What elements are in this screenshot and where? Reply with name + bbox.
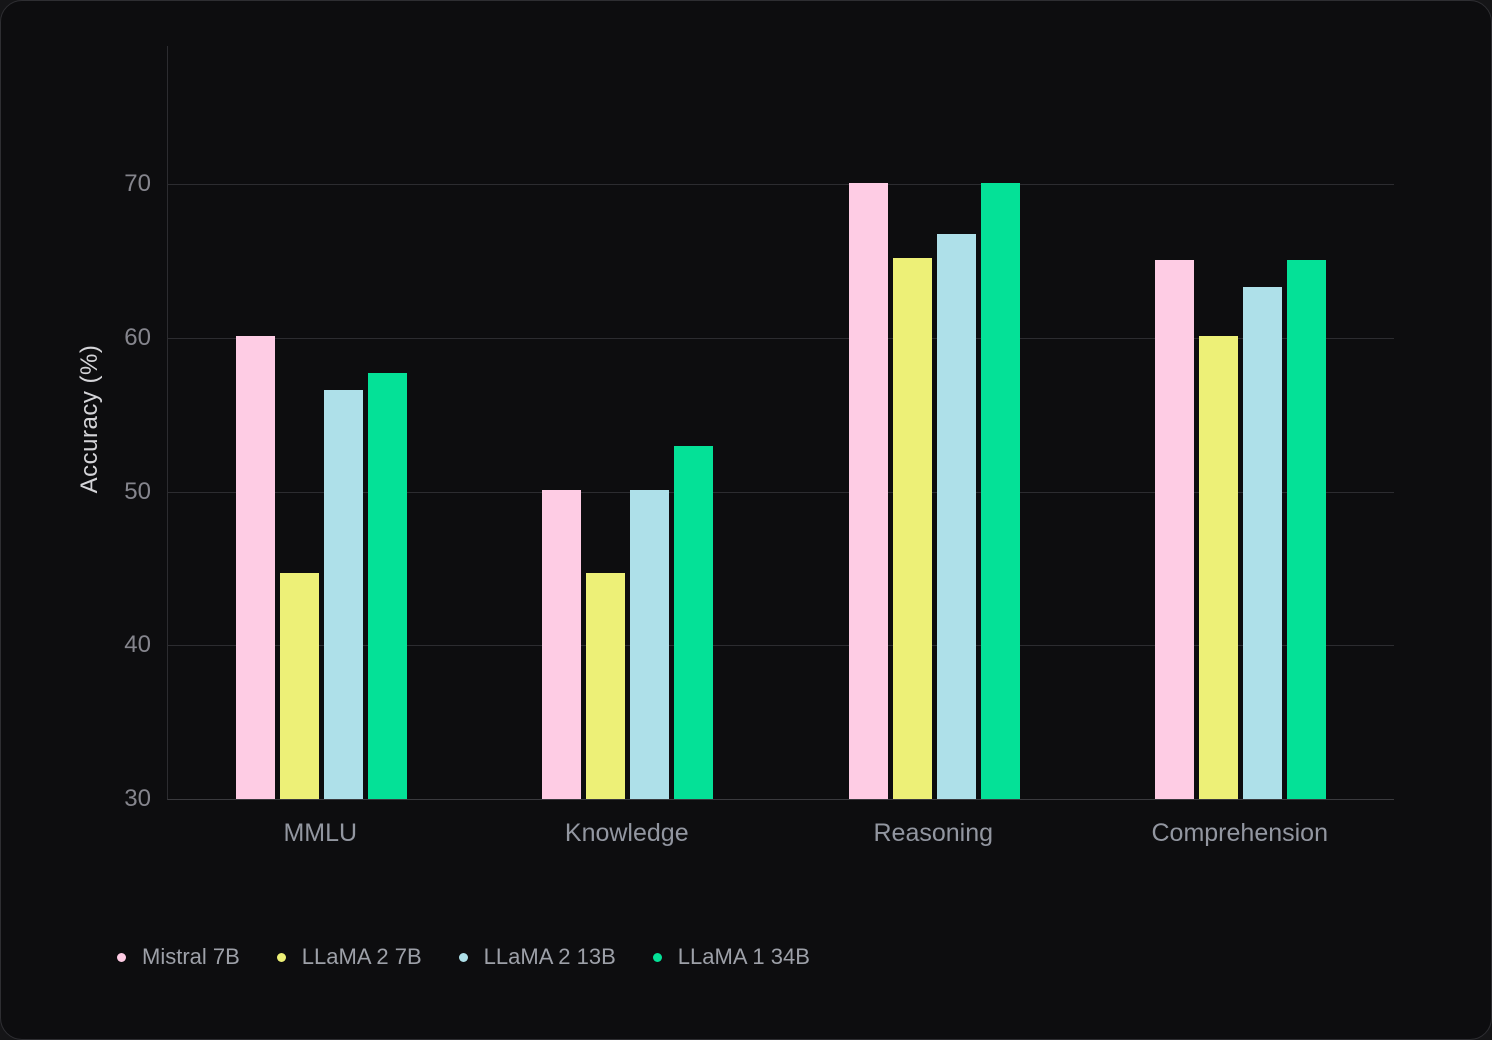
- gridline: [168, 184, 1394, 186]
- x-category-label: Knowledge: [564, 819, 689, 847]
- bar-groups: [168, 46, 1394, 799]
- x-axis-labels: MMLU Knowledge Reasoning Comprehension: [167, 819, 1393, 848]
- gridline: [168, 337, 1394, 339]
- x-category-label: MMLU: [283, 819, 358, 847]
- bar-group-comprehension: [1088, 46, 1395, 799]
- bar-cluster: [542, 445, 714, 799]
- bar-mistral-7b: [1155, 259, 1195, 799]
- legend-item-mistral-7b: Mistral 7B: [117, 944, 240, 970]
- legend-item-llama-2-7b: LLaMA 2 7B: [276, 944, 422, 970]
- bar-group-mmlu: [168, 46, 475, 799]
- bar-group-reasoning: [781, 46, 1088, 799]
- x-category-label: Reasoning: [873, 819, 994, 847]
- legend-dot: [276, 952, 286, 962]
- y-tick-label: 30: [124, 785, 151, 812]
- y-axis-title: Accuracy (%): [76, 344, 103, 494]
- bar-cluster: [1155, 259, 1327, 799]
- bar-llama-1-34b: [367, 373, 407, 799]
- bar-mistral-7b: [848, 182, 888, 799]
- bar-mistral-7b: [542, 490, 582, 799]
- legend-label: Mistral 7B: [142, 944, 240, 969]
- y-tick-label: 60: [124, 323, 151, 351]
- bar-mistral-7b: [235, 336, 275, 799]
- legend-label: LLaMA 1 34B: [677, 944, 810, 969]
- bar-llama-2-13b: [1243, 287, 1283, 799]
- gridline: [168, 491, 1394, 493]
- bar-cluster: [848, 182, 1020, 799]
- legend-label: LLaMA 2 13B: [483, 944, 616, 969]
- gridline: [168, 645, 1394, 647]
- bar-cluster: [235, 336, 407, 799]
- bar-llama-2-7b: [1199, 336, 1239, 799]
- y-tick-label: 40: [124, 631, 151, 659]
- bar-llama-2-7b: [586, 573, 626, 799]
- bar-llama-2-13b: [630, 490, 670, 799]
- legend-item-llama-2-13b: LLaMA 2 13B: [458, 944, 616, 970]
- x-category-label: Comprehension: [1151, 819, 1329, 847]
- legend: Mistral 7B LLaMA 2 7B LLaMA 2 13B LLaMA 1 3…: [117, 944, 810, 970]
- y-tick-label: 70: [124, 170, 151, 198]
- y-tick-label: 50: [124, 477, 151, 505]
- bar-llama-2-13b: [323, 390, 363, 799]
- legend-item-llama-1-34b: LLaMA 1 34B: [652, 944, 810, 970]
- legend-dot: [117, 952, 126, 962]
- bar-llama-1-34b: [980, 182, 1020, 799]
- bar-llama-1-34b: [674, 445, 714, 799]
- bar-llama-2-7b: [892, 258, 932, 799]
- bar-llama-1-34b: [1287, 259, 1327, 799]
- legend-label: LLaMA 2 7B: [301, 944, 422, 969]
- legend-dot: [652, 952, 662, 962]
- plot-area: [167, 46, 1394, 800]
- bar-group-knowledge: [475, 46, 782, 799]
- bar-llama-2-7b: [279, 573, 319, 799]
- legend-dot: [458, 952, 468, 962]
- bar-llama-2-13b: [936, 233, 976, 799]
